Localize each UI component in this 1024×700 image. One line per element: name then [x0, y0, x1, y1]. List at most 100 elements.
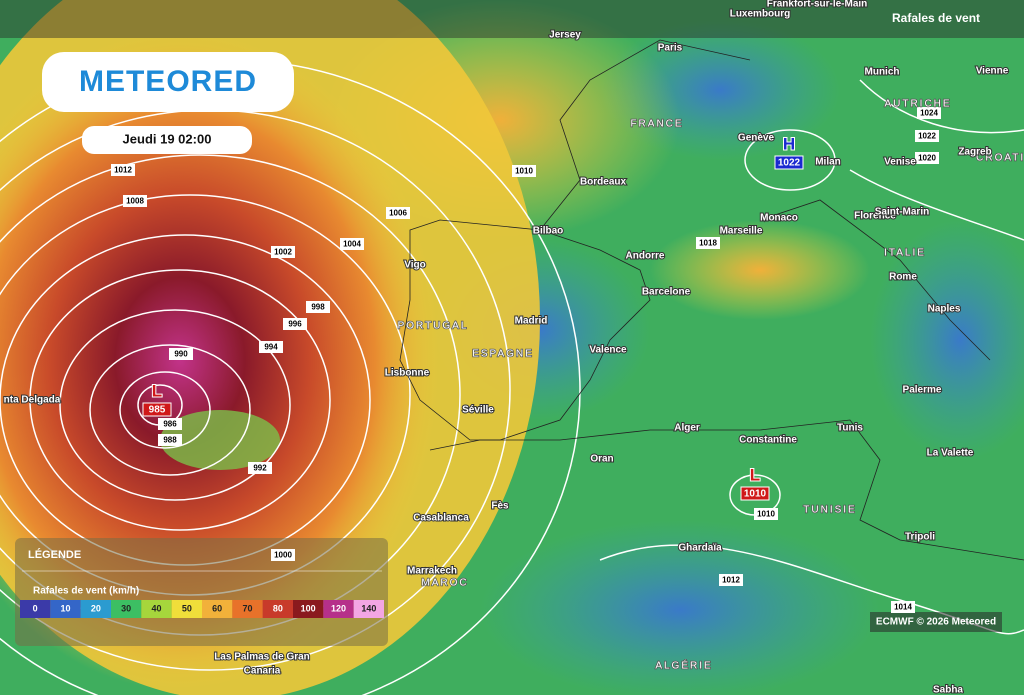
legend-swatch	[50, 600, 81, 618]
city-label: Naples	[928, 304, 961, 315]
isobar-label-box	[123, 195, 147, 207]
pressure-value: 985	[149, 405, 166, 416]
city-label: Séville	[462, 405, 494, 416]
legend-swatch	[171, 600, 202, 618]
isobar-label: 1004	[343, 240, 361, 249]
city-label: Monaco	[760, 213, 798, 224]
legend-scale-label: 70	[242, 603, 252, 613]
legend-scale-label: 40	[151, 603, 161, 613]
isobar-label: 1010	[515, 167, 533, 176]
country-label: ITALIE	[884, 248, 926, 259]
isobar-label-box	[512, 165, 536, 177]
legend-panel	[15, 538, 388, 646]
isobar-label: 1024	[920, 109, 938, 118]
legend-title: LÉGENDE	[28, 548, 81, 561]
city-label: Rome	[889, 272, 917, 283]
isobar-label-box	[169, 348, 193, 360]
pressure-letter: L	[750, 465, 760, 484]
pressure-value: 1010	[744, 489, 767, 500]
city-label: La Valette	[927, 448, 974, 459]
isobar-label: 994	[264, 343, 278, 352]
city-label: Barcelone	[642, 287, 691, 298]
city-label: Bilbao	[533, 226, 564, 237]
city-label: Frankfort-sur-le-Main	[767, 0, 868, 10]
pressure-value: 1022	[778, 158, 801, 169]
pressure-value-box	[774, 155, 804, 170]
legend-scale-label: 100	[301, 603, 316, 613]
legend-swatch	[202, 600, 233, 618]
city-label: Marseille	[720, 226, 763, 237]
city-label: Saint-Marin	[875, 207, 929, 218]
isobar-label-box	[283, 318, 307, 330]
city-label: Genève	[738, 133, 775, 144]
isobar-label-box	[915, 152, 939, 164]
pressure-letter: L	[152, 381, 162, 400]
country-label: ESPAGNE	[472, 349, 534, 360]
legend-swatch	[323, 600, 354, 618]
isobar-label: 1010	[757, 510, 775, 519]
legend-scale-label: 80	[273, 603, 283, 613]
isobar-label-box	[719, 574, 743, 586]
credit-box	[870, 612, 1002, 632]
city-label: Madrid	[515, 316, 548, 327]
isobar-label-box	[917, 107, 941, 119]
legend-scale-label: 60	[212, 603, 222, 613]
city-label: Bordeaux	[580, 177, 627, 188]
legend-swatch	[20, 600, 51, 618]
isobar-label: 996	[288, 320, 302, 329]
country-label: MAROC	[421, 578, 468, 589]
country-label: CROATIE	[976, 153, 1024, 164]
city-label: Constantine	[739, 435, 797, 446]
isobar-label-box	[271, 246, 295, 258]
top-bar	[0, 0, 1024, 38]
legend-swatch	[293, 600, 324, 618]
city-label: Tripoli	[905, 532, 935, 543]
legend-scale-label: 20	[91, 603, 101, 613]
isobar-label: 998	[311, 303, 325, 312]
legend-scale-label: 120	[331, 603, 346, 613]
city-label: Jersey	[549, 30, 581, 41]
credit: ECMWF © 2026 Meteored	[876, 617, 996, 628]
city-label: Marrakech	[407, 566, 457, 577]
city-label: Canaria	[244, 666, 281, 677]
legend-swatch	[80, 600, 111, 618]
city-label: Paris	[658, 43, 683, 54]
legend-scale-label: 50	[182, 603, 192, 613]
city-label: Lisbonne	[385, 368, 430, 379]
country-label: ALGÉRIE	[655, 659, 712, 672]
isobar-label: 986	[163, 420, 177, 429]
legend-swatch	[353, 600, 384, 618]
date-box	[82, 126, 252, 154]
city-label: Valence	[589, 345, 627, 356]
isobar-label: 1006	[389, 209, 407, 218]
isobar-label-box	[754, 508, 778, 520]
city-label: Milan	[815, 157, 841, 168]
city-label: Luxembourg	[730, 9, 791, 20]
legend-swatch	[262, 600, 293, 618]
layer-title: Rafales de vent	[892, 11, 980, 25]
legend-scale-label: 0	[33, 603, 38, 613]
legend-scale-label: 30	[121, 603, 131, 613]
city-label: Oran	[590, 454, 613, 465]
isobar-label: 1020	[918, 154, 936, 163]
city-label: Florence	[854, 211, 896, 222]
city-label: Vienne	[976, 66, 1009, 77]
country-label: TUNISIE	[803, 505, 856, 516]
city-label: Ghardaïa	[678, 543, 722, 554]
isobar-label: 1002	[274, 248, 292, 257]
legend-swatch	[232, 600, 263, 618]
city-label: Tunis	[837, 423, 863, 434]
isobar-label: 1018	[699, 239, 717, 248]
date: Jeudi 19 02:00	[123, 131, 212, 146]
isobar-label-box	[271, 549, 295, 561]
isobar-label-box	[248, 462, 272, 474]
isobar-label-box	[158, 418, 182, 430]
pressure-letter: H	[783, 134, 795, 153]
legend-subtitle: Rafales de vent (km/h)	[33, 586, 139, 597]
isobar-label: 1014	[894, 603, 912, 612]
isobar-label: 1012	[722, 576, 740, 585]
isobar-label-box	[891, 601, 915, 613]
isobar-label-box	[340, 238, 364, 250]
